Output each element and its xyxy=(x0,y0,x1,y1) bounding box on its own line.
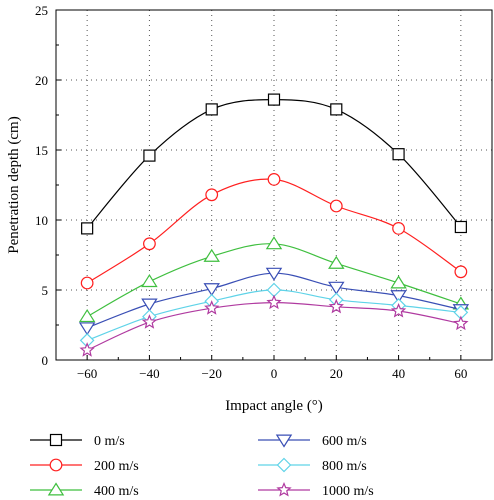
data-point xyxy=(78,308,96,323)
data-point xyxy=(143,237,156,251)
data-point xyxy=(454,220,467,234)
data-point xyxy=(141,314,158,329)
data-point xyxy=(203,283,220,297)
data-point xyxy=(205,103,218,116)
x-tick-label: −60 xyxy=(77,366,97,381)
data-point xyxy=(453,315,469,331)
legend-label: 800 m/s xyxy=(322,459,367,474)
legend-marker xyxy=(49,458,63,472)
legend-marker xyxy=(276,457,292,473)
x-axis-label: Impact angle (°) xyxy=(225,398,323,414)
data-point xyxy=(80,276,94,290)
y-axis-label: Penetration depth (cm) xyxy=(6,116,22,253)
data-point xyxy=(267,93,281,106)
legend-item: 200 m/s xyxy=(30,458,139,474)
data-point xyxy=(390,302,407,318)
legend-label: 400 m/s xyxy=(94,484,139,499)
legend-item: 800 m/s xyxy=(258,457,367,474)
y-tick-label: 10 xyxy=(35,213,48,228)
x-tick-label: 40 xyxy=(392,366,405,381)
legend-item: 1000 m/s xyxy=(258,481,374,499)
legend-marker xyxy=(275,434,293,448)
series-1 xyxy=(80,172,468,290)
data-point xyxy=(143,149,156,162)
data-point xyxy=(79,342,95,357)
series-layer xyxy=(78,93,470,357)
series-5 xyxy=(79,294,469,357)
data-point xyxy=(328,255,345,269)
x-tick-label: 0 xyxy=(271,366,278,381)
data-point xyxy=(454,265,468,279)
legend-label: 200 m/s xyxy=(94,459,139,474)
data-point xyxy=(81,222,94,235)
data-point xyxy=(205,188,219,202)
data-point xyxy=(330,103,343,116)
y-tick-label: 20 xyxy=(35,73,48,88)
legend-label: 1000 m/s xyxy=(322,484,374,499)
legend-marker xyxy=(47,482,65,496)
legend-marker xyxy=(49,433,63,447)
data-point xyxy=(390,290,407,304)
y-tick-label: 5 xyxy=(42,283,49,298)
data-point xyxy=(141,298,158,312)
data-point xyxy=(328,281,345,295)
legend-item: 400 m/s xyxy=(30,482,139,499)
series-line xyxy=(86,178,462,284)
y-tick-label: 0 xyxy=(42,353,49,368)
data-point xyxy=(203,248,220,262)
legend-marker xyxy=(276,481,292,497)
data-point xyxy=(392,148,405,161)
data-point xyxy=(204,300,220,315)
data-point xyxy=(265,267,283,281)
data-point xyxy=(329,199,343,213)
data-point xyxy=(328,298,344,314)
x-tick-label: −40 xyxy=(139,366,159,381)
x-tick-label: −20 xyxy=(202,366,222,381)
x-tick-label: 20 xyxy=(330,366,343,381)
legend-label: 0 m/s xyxy=(94,434,125,449)
series-0 xyxy=(81,93,467,235)
series-3 xyxy=(78,267,470,336)
legend: 0 m/s 200 m/s 400 m/s 600 m/s 800 m/s 1000 m/… xyxy=(30,433,374,499)
data-point xyxy=(266,294,282,310)
legend-label: 600 m/s xyxy=(322,434,367,449)
data-point xyxy=(265,236,283,250)
y-tick-label: 25 xyxy=(35,3,48,18)
data-point xyxy=(141,273,158,288)
x-tick-label: 60 xyxy=(454,366,467,381)
y-tick-label: 15 xyxy=(35,143,48,158)
data-point xyxy=(267,172,281,186)
data-point xyxy=(78,322,96,336)
axes: −60 −40 −20 0 20 40 60 0 5 10 15 20 25 xyxy=(35,3,467,381)
data-point xyxy=(392,221,405,235)
legend-item: 600 m/s xyxy=(258,434,367,449)
series-line xyxy=(86,98,462,229)
data-point xyxy=(390,275,407,289)
legend-item: 0 m/s xyxy=(30,433,125,449)
